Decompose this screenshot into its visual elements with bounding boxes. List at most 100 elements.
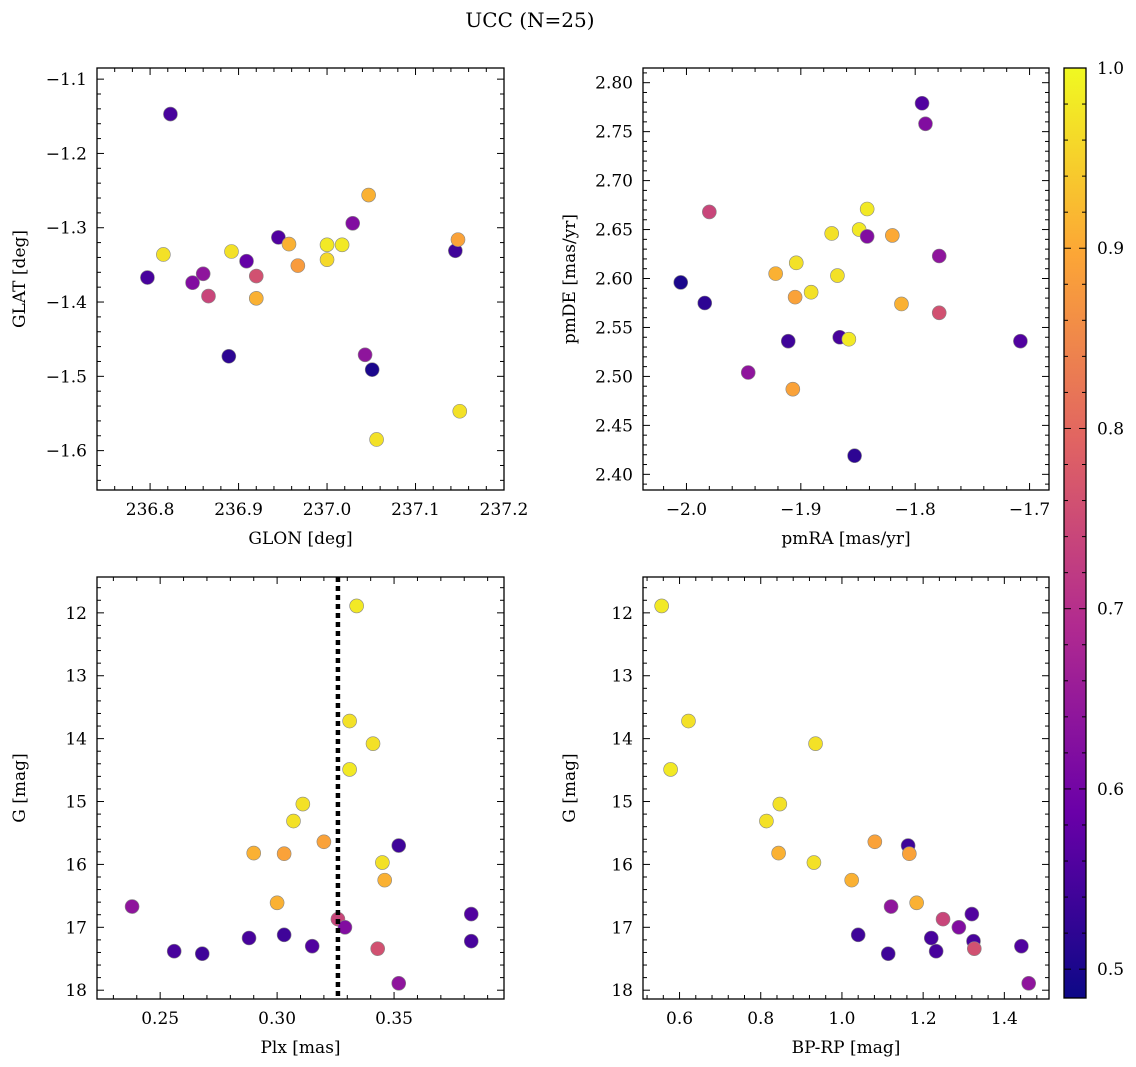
- y-tick-label: −1.1: [46, 70, 87, 90]
- data-point: [319, 252, 335, 267]
- y-tick-label: 2.60: [595, 270, 633, 290]
- data-point: [824, 226, 840, 241]
- data-point: [286, 813, 301, 829]
- x-tick-label: −1.7: [1009, 500, 1050, 520]
- y-axis-label: GLAT [deg]: [10, 230, 30, 328]
- colorbar: 0.5 0.6 0.7 0.8 0.9 1.0: [1063, 59, 1124, 999]
- x-axis-label: BP-RP [mag]: [792, 1038, 901, 1058]
- data-point: [140, 270, 155, 285]
- data-point: [785, 381, 801, 397]
- y-tick-label: 14: [611, 730, 633, 750]
- data-point: [768, 266, 783, 281]
- data-point: [841, 331, 857, 347]
- y-tick-label: 2.80: [595, 74, 633, 94]
- scatter-points: [673, 95, 1028, 464]
- colorbar-tick-label: 0.9: [1097, 239, 1124, 259]
- y-tick-label: 2.40: [595, 465, 633, 485]
- data-point: [319, 237, 335, 253]
- y-tick-label: 2.70: [595, 172, 633, 192]
- panel-pmra-pmde: −2.0 −1.9 −1.8 −1.7 2.40 2.45 2.50 2.55 2.60 2.65…: [560, 67, 1050, 549]
- y-tick-label: 17: [611, 918, 633, 938]
- scatter-points: [124, 598, 479, 991]
- axes-frame: [642, 67, 1050, 491]
- x-tick-label: −1.8: [895, 500, 936, 520]
- data-point: [885, 228, 900, 243]
- data-point: [271, 230, 286, 245]
- data-point: [166, 943, 182, 959]
- y-tick-label: 12: [65, 604, 87, 624]
- data-point: [463, 933, 479, 949]
- y-tick-label: 13: [65, 667, 87, 687]
- colorbar-gradient: [1063, 67, 1087, 999]
- data-point: [681, 713, 696, 729]
- data-point: [951, 920, 967, 935]
- x-tick-label: 237.1: [391, 500, 440, 520]
- data-point: [859, 201, 875, 217]
- x-tick-label: 1.2: [910, 1009, 937, 1029]
- y-tick-label: 2.75: [595, 123, 633, 143]
- panels: 236.8 236.9 237.0 237.1 237.2 −1.1 −1.2 −1.3 −1.…: [10, 67, 1050, 1058]
- x-axis-label: GLON [deg]: [248, 529, 352, 549]
- y-tick-label: 17: [65, 918, 87, 938]
- data-point: [787, 289, 803, 305]
- y-tick-label: 2.45: [595, 416, 633, 436]
- data-point: [224, 244, 239, 259]
- y-tick-label: −1.5: [46, 367, 87, 387]
- data-point: [281, 236, 297, 252]
- data-point: [269, 895, 285, 911]
- data-point: [859, 229, 875, 244]
- data-point: [345, 215, 361, 231]
- data-point: [391, 838, 407, 853]
- data-point: [304, 938, 320, 954]
- y-tick-label: 2.65: [595, 221, 633, 241]
- data-point: [914, 95, 930, 111]
- x-tick-label: 1.0: [828, 1009, 855, 1029]
- data-point: [391, 975, 407, 991]
- colorbar-tick-label: 0.6: [1097, 780, 1124, 800]
- data-point: [201, 288, 216, 304]
- x-tick-label: 0.35: [375, 1009, 413, 1029]
- data-point: [185, 275, 200, 291]
- x-tick-label: 0.8: [747, 1009, 774, 1029]
- y-tick-label: 16: [611, 855, 633, 875]
- y-tick-label: −1.4: [46, 293, 87, 313]
- data-point: [334, 237, 350, 253]
- data-point: [365, 736, 381, 751]
- y-tick-label: 13: [611, 667, 633, 687]
- data-point: [923, 930, 939, 946]
- data-point: [1014, 938, 1029, 954]
- data-point: [375, 855, 390, 870]
- data-point: [935, 911, 951, 927]
- x-axis-label: pmRA [mas/yr]: [781, 529, 910, 549]
- data-point: [806, 855, 822, 870]
- data-point: [342, 762, 357, 777]
- x-tick-label: 236.8: [126, 500, 175, 520]
- data-point: [124, 899, 140, 914]
- x-tick-label: −2.0: [666, 500, 707, 520]
- y-tick-label: 16: [65, 855, 87, 875]
- data-point: [847, 448, 862, 464]
- data-point: [803, 284, 819, 300]
- data-point: [759, 813, 774, 829]
- y-tick-label: −1.3: [46, 219, 87, 239]
- data-point: [880, 946, 896, 962]
- data-point: [163, 106, 178, 122]
- x-axis-label: Plx [mas]: [260, 1038, 340, 1058]
- data-point: [241, 930, 257, 946]
- x-tick-label: 0.6: [666, 1009, 693, 1029]
- colorbar-tick-label: 0.7: [1097, 600, 1124, 620]
- data-point: [808, 736, 823, 751]
- y-tick-label: 15: [611, 793, 633, 813]
- data-point: [342, 713, 357, 729]
- axes-frame: [642, 576, 1050, 1000]
- data-point: [1013, 333, 1028, 349]
- x-tick-label: 237.0: [303, 500, 352, 520]
- y-tick-label: 15: [65, 793, 87, 813]
- data-point: [377, 872, 393, 888]
- data-point: [697, 295, 713, 311]
- y-axis-label: G [mag]: [10, 753, 30, 822]
- data-point: [361, 187, 376, 203]
- data-point: [316, 834, 332, 850]
- data-point: [246, 845, 262, 861]
- colorbar-tick-label: 0.8: [1097, 419, 1124, 439]
